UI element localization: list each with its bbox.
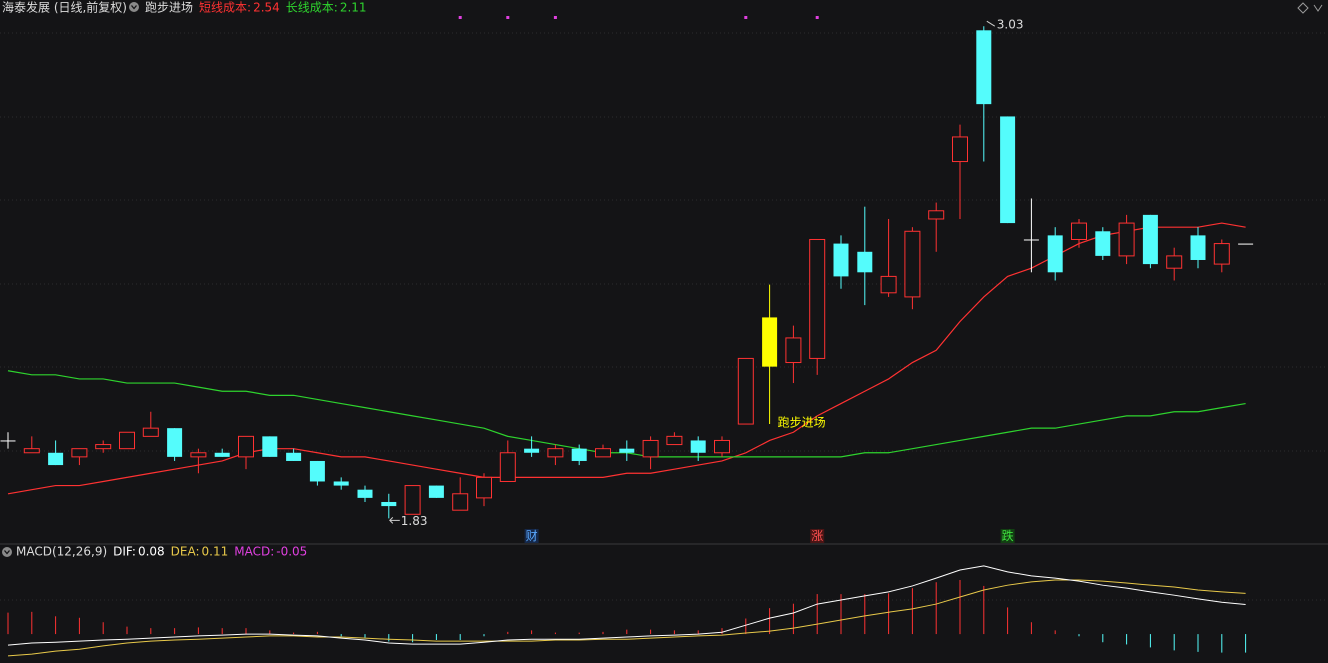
signal-label: 跑步进场 — [778, 416, 826, 430]
legend-label: DEA: — [171, 545, 200, 559]
candle-body — [286, 452, 302, 461]
candle-body — [737, 357, 754, 425]
candle-body — [0, 440, 16, 442]
legend-label: MACD: — [234, 545, 274, 559]
candle-body — [666, 435, 683, 446]
candle-body — [1095, 231, 1111, 256]
candle-body — [547, 448, 564, 458]
macd-line — [7, 565, 1246, 646]
candle-body — [309, 460, 325, 482]
extreme-arrowhead — [389, 517, 394, 524]
candle-body — [167, 428, 183, 457]
event-label: 财 — [526, 529, 538, 543]
legend-value: -0.05 — [276, 545, 307, 559]
candle-body — [833, 243, 849, 277]
event-dot — [506, 16, 510, 19]
legend-value: 2.11 — [340, 1, 367, 15]
stock-title: 海泰发展 (日线,前复权) — [2, 0, 127, 15]
candle-body — [95, 444, 112, 450]
event-dot — [744, 16, 748, 19]
legend-value: 0.08 — [138, 545, 165, 559]
candle-body — [928, 210, 945, 220]
candle-body — [428, 485, 444, 498]
candle-body — [1190, 235, 1206, 260]
candle-body — [476, 476, 492, 499]
candle-body — [1023, 239, 1039, 241]
candle-body — [1118, 222, 1135, 257]
candle-body — [71, 448, 88, 458]
candle-body — [48, 452, 64, 466]
toolbar-collapse[interactable] — [1313, 4, 1323, 12]
event-dot — [458, 16, 462, 19]
macd-title: MACD(12,26,9) — [16, 545, 107, 559]
candle-body — [23, 448, 40, 454]
candle-body — [690, 440, 706, 453]
candle-body — [1142, 214, 1158, 265]
candle-body — [1047, 235, 1063, 273]
macd-menu-icon[interactable] — [2, 547, 12, 557]
candle-body — [262, 436, 278, 457]
candle-body — [1238, 243, 1254, 245]
candle-body — [357, 489, 373, 498]
candle-body — [571, 448, 587, 461]
toolbar-diamond[interactable] — [1297, 2, 1309, 14]
candle-body — [595, 448, 611, 458]
indicator-name: 跑步进场 — [145, 1, 193, 15]
legend-label: 短线成本: — [199, 1, 251, 15]
extreme-label: 1.83 — [401, 514, 428, 528]
legend-label: DIF: — [113, 545, 136, 559]
legend-value: 0.11 — [202, 545, 229, 559]
candle-body — [404, 485, 421, 515]
candle-body — [190, 452, 207, 458]
macd-menu-chevron — [4, 550, 10, 555]
candle-body — [714, 439, 730, 454]
event-badge — [524, 529, 539, 543]
event-badge — [1000, 529, 1015, 543]
event-badge — [810, 529, 825, 543]
candle-body — [1166, 255, 1183, 269]
candle-body — [857, 251, 873, 273]
candle-body — [1071, 222, 1087, 240]
candle-body — [524, 448, 540, 453]
event-dot — [815, 16, 819, 19]
candle-body — [333, 481, 349, 486]
indicator-menu-chevron — [131, 5, 137, 10]
candle-body — [809, 238, 826, 359]
candle-body — [952, 136, 968, 163]
candle-body — [880, 275, 897, 294]
legend-value: 2.54 — [253, 1, 280, 15]
candle-body — [452, 493, 469, 511]
candle-body — [381, 501, 397, 507]
extreme-arrow — [986, 20, 996, 27]
candle-body — [499, 452, 516, 482]
indicator-menu-icon[interactable] — [129, 2, 139, 12]
candle-body — [214, 452, 230, 457]
candle-body — [904, 230, 921, 298]
candle-body — [1000, 116, 1016, 224]
candle-body — [619, 448, 635, 453]
event-label: 跌 — [1002, 528, 1014, 543]
candle-body — [785, 337, 802, 364]
event-dot — [553, 16, 557, 19]
candle-body — [119, 431, 135, 450]
event-label: 涨 — [811, 528, 823, 543]
candle-body — [142, 427, 159, 437]
extreme-label: 3.03 — [997, 18, 1024, 32]
candle-body — [1213, 243, 1230, 265]
legend-label: 长线成本: — [286, 1, 338, 15]
macd-line — [7, 579, 1246, 657]
cost-line — [7, 222, 1246, 495]
candle-body — [976, 30, 992, 105]
candle-body — [762, 317, 778, 367]
candle-body — [642, 439, 659, 458]
candle-body — [238, 435, 254, 458]
